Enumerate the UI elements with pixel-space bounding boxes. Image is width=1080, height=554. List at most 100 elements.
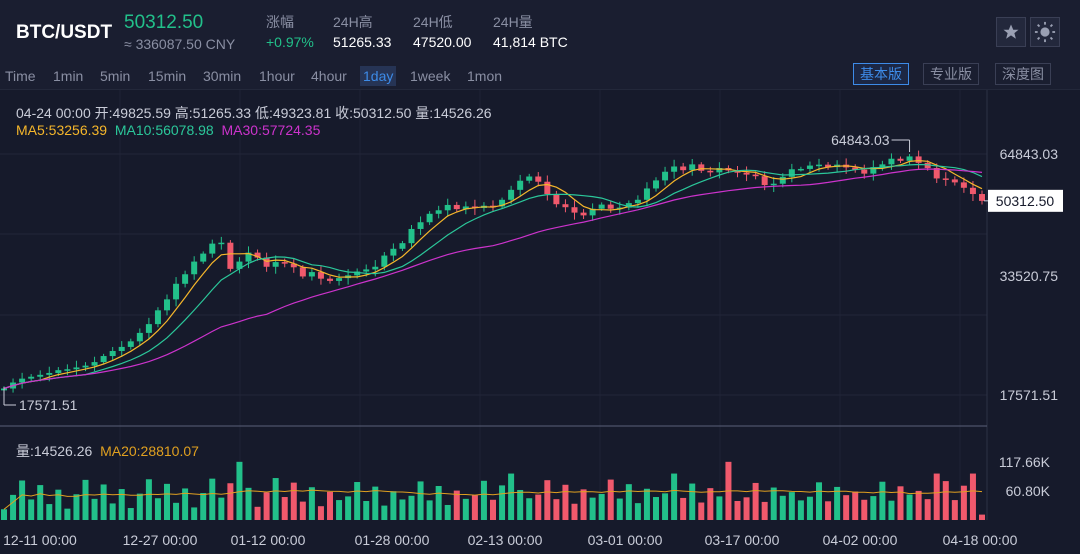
volume-bar xyxy=(426,500,433,520)
candle-body xyxy=(37,374,44,377)
candle-body xyxy=(752,174,759,177)
volume-bar xyxy=(363,500,370,520)
volume-bar xyxy=(182,488,189,520)
volume-bar xyxy=(336,500,343,520)
volume-bar xyxy=(761,501,768,520)
timeframe-time[interactable]: Time xyxy=(5,68,36,84)
volume-bar xyxy=(797,500,804,520)
volume-bar xyxy=(915,490,922,520)
volume-bar xyxy=(816,482,822,520)
volume-bar xyxy=(55,489,62,520)
volume-bar xyxy=(381,505,388,520)
volume-bar xyxy=(861,499,868,520)
ma5-line xyxy=(3,159,983,390)
volume-bar xyxy=(607,479,614,520)
volume-bar xyxy=(689,483,696,520)
volume-bar xyxy=(390,491,397,520)
volume-bar xyxy=(906,494,913,520)
timeframe-15min[interactable]: 15min xyxy=(148,68,187,84)
volume-bar xyxy=(589,497,596,520)
volume-bar xyxy=(73,494,80,520)
volume-bar xyxy=(634,503,641,520)
candle-body xyxy=(671,166,678,172)
candle-body xyxy=(263,257,270,267)
volume-bar xyxy=(598,493,605,520)
volume-bar xyxy=(227,483,234,520)
favorite-button[interactable] xyxy=(996,17,1026,47)
timeframe-1mon[interactable]: 1mon xyxy=(467,68,503,84)
candle-body xyxy=(580,212,587,216)
time-tick-label: 04-02 00:00 xyxy=(823,532,898,548)
candle-body xyxy=(336,278,343,281)
volume-bar xyxy=(480,480,487,520)
volume-value: 量:14526.26 xyxy=(16,443,93,459)
timeframe-1min[interactable]: 1min xyxy=(53,68,84,84)
view-depth-button[interactable]: 深度图 xyxy=(995,63,1051,85)
candle-body xyxy=(399,243,406,249)
timeframe-30min[interactable]: 30min xyxy=(203,68,242,84)
stat-label: 24H量 xyxy=(493,14,533,30)
volume-bar xyxy=(671,473,678,520)
volume-bar xyxy=(200,493,207,520)
volume-bar xyxy=(499,485,506,520)
theme-toggle-button[interactable] xyxy=(1030,17,1060,47)
candle-body xyxy=(544,181,551,195)
sun-theme-icon xyxy=(1034,21,1056,43)
volume-bar xyxy=(109,503,116,520)
time-tick-label: 03-17 00:00 xyxy=(705,532,780,548)
candle-body xyxy=(616,207,623,210)
time-tick-label: 04-18 00:00 xyxy=(943,532,1018,548)
view-pro-button[interactable]: 专业版 xyxy=(923,63,979,85)
candle-body xyxy=(870,167,877,174)
volume-bar xyxy=(173,502,180,520)
candle-body xyxy=(969,187,976,195)
volume-bar xyxy=(145,479,152,520)
candle-body xyxy=(571,207,578,213)
volume-bar xyxy=(399,499,406,520)
volume-bar xyxy=(960,485,967,520)
candle-body xyxy=(653,180,659,189)
candle-body xyxy=(689,164,696,171)
candlestick-chart[interactable]: 64843.03 33520.75 17571.51 50312.50 64843.03… xyxy=(0,90,1080,554)
timeframe-1day[interactable]: 1day xyxy=(360,66,397,86)
candle-body xyxy=(109,351,116,357)
volume-bar xyxy=(870,496,877,520)
pair-title[interactable]: BTC/USDT xyxy=(16,22,113,43)
volume-bar xyxy=(779,495,786,520)
time-tick-label: 03-01 00:00 xyxy=(588,532,663,548)
ohlc-info: 04-24 00:00 开:49825.59 高:51265.33 低:4932… xyxy=(16,105,492,121)
volume-bar xyxy=(517,489,524,520)
volume-bar xyxy=(154,498,161,520)
candle-body xyxy=(191,261,198,275)
stat-label: 涨幅 xyxy=(266,14,294,30)
volume-bar xyxy=(281,497,288,520)
volume-bar xyxy=(453,490,460,520)
volume-bar xyxy=(327,491,333,520)
volume-bar xyxy=(218,497,225,520)
volume-bar xyxy=(1,509,7,520)
ma30-value: MA30:57724.35 xyxy=(221,122,321,138)
candle-body xyxy=(788,169,795,177)
volume-bar xyxy=(662,493,669,520)
view-basic-button[interactable]: 基本版 xyxy=(853,63,909,85)
volume-bar xyxy=(164,483,170,520)
candle-body xyxy=(924,162,931,169)
timeframe-5min[interactable]: 5min xyxy=(100,68,131,84)
candle-body xyxy=(680,166,687,171)
volume-bar xyxy=(272,478,279,520)
volume-bar xyxy=(969,473,976,520)
timeframe-1week[interactable]: 1week xyxy=(410,68,451,84)
candle-body xyxy=(526,176,533,181)
volume-bar xyxy=(680,497,687,520)
volume-bar xyxy=(245,487,252,520)
candle-body xyxy=(535,176,542,182)
timeframe-4hour[interactable]: 4hour xyxy=(311,68,347,84)
candle-body xyxy=(82,365,89,368)
volume-bar xyxy=(118,489,125,520)
volume-bar xyxy=(743,497,750,520)
candle-body xyxy=(453,204,460,210)
candle-body xyxy=(299,267,306,277)
timeframe-1hour[interactable]: 1hour xyxy=(259,68,295,84)
volume-bar xyxy=(698,502,705,520)
candle-body xyxy=(73,367,80,370)
